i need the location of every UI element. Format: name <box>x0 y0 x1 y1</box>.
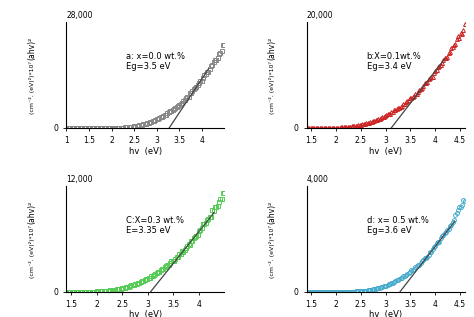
Text: a: x=0.0 wt.%
Eg=3.5 eV: a: x=0.0 wt.% Eg=3.5 eV <box>127 52 185 71</box>
Text: 20,000: 20,000 <box>307 11 333 20</box>
Text: (ahv)²: (ahv)² <box>27 37 36 60</box>
Text: 4,000: 4,000 <box>307 175 328 184</box>
Text: (ahv)²: (ahv)² <box>267 201 276 224</box>
Text: 12,000: 12,000 <box>66 175 93 184</box>
X-axis label: hv  (eV): hv (eV) <box>369 310 402 317</box>
Text: (ahv)²: (ahv)² <box>27 201 36 224</box>
Text: (cm⁻². (eV)²)*10⁷: (cm⁻². (eV)²)*10⁷ <box>269 225 275 278</box>
Text: b:X=0.1wt.%
Eg=3.4 eV: b:X=0.1wt.% Eg=3.4 eV <box>366 52 421 71</box>
Text: (cm⁻². (eV)²)*10⁷: (cm⁻². (eV)²)*10⁷ <box>28 61 35 114</box>
Text: 28,000: 28,000 <box>66 11 93 20</box>
Text: (cm⁻². (eV)²)*10⁷: (cm⁻². (eV)²)*10⁷ <box>28 225 35 278</box>
Text: (cm⁻². (eV)²)*10⁷: (cm⁻². (eV)²)*10⁷ <box>269 61 275 114</box>
Text: (ahv)²: (ahv)² <box>267 37 276 60</box>
X-axis label: hv  (eV): hv (eV) <box>369 146 402 156</box>
X-axis label: hv  (eV): hv (eV) <box>129 310 162 317</box>
Text: C:X=0.3 wt.%
E=3.35 eV: C:X=0.3 wt.% E=3.35 eV <box>127 216 184 235</box>
X-axis label: hv  (eV): hv (eV) <box>129 146 162 156</box>
Text: d: x= 0.5 wt.%
Eg=3.6 eV: d: x= 0.5 wt.% Eg=3.6 eV <box>366 216 428 235</box>
